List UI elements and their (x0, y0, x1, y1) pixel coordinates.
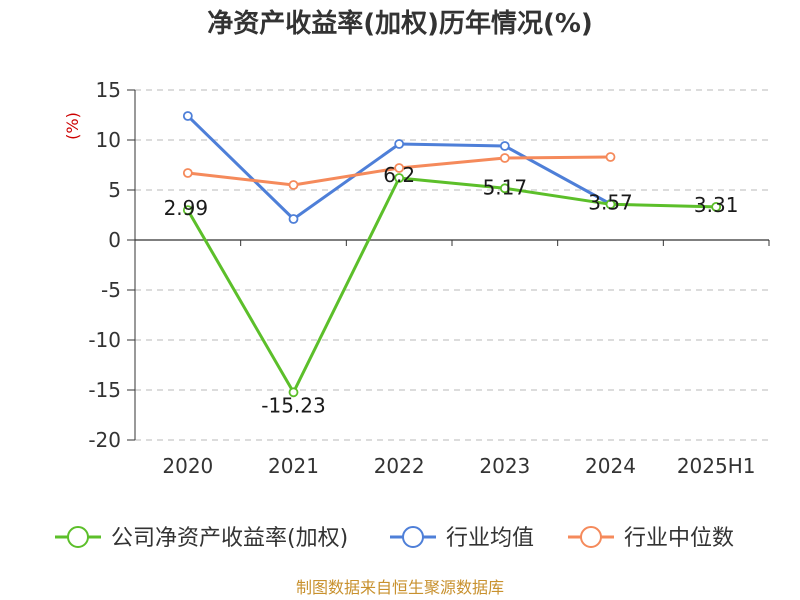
series-layer (182, 111, 722, 398)
legend[interactable]: 公司净资产收益率(加权) 行业均值 行业中位数 (55, 526, 734, 551)
axes (134, 90, 770, 440)
data-label: -15.23 (261, 393, 325, 417)
y-tick-label: -20 (88, 428, 121, 452)
y-tick-label: -10 (88, 328, 121, 352)
y-axis-label: (%) (63, 112, 82, 140)
x-tick-label: 2025H1 (677, 454, 756, 478)
data-point[interactable] (394, 139, 405, 149)
data-point[interactable] (711, 201, 722, 212)
x-tick-label: 2020 (162, 454, 213, 478)
x-tick-label: 2021 (268, 454, 319, 478)
data-point[interactable] (182, 168, 193, 178)
data-point[interactable] (288, 387, 299, 398)
x-tick-label: 2023 (479, 454, 530, 478)
legend-marker (580, 526, 602, 548)
data-point[interactable] (499, 183, 510, 194)
legend-marker (402, 526, 424, 548)
y-tick-label: 0 (108, 228, 121, 252)
x-tick-label: 2024 (585, 454, 636, 478)
data-label: 3.31 (694, 193, 739, 217)
legend-item[interactable]: 行业中位数 (568, 526, 734, 551)
legend-label: 行业中位数 (624, 526, 734, 551)
data-point[interactable] (288, 180, 299, 190)
data-point[interactable] (605, 152, 616, 162)
legend-item[interactable]: 行业均值 (390, 526, 534, 551)
data-point[interactable] (499, 153, 510, 163)
data-point[interactable] (499, 141, 510, 151)
series-line (186, 176, 717, 394)
y-tick-labels: 15 10 5 0 -5 -10 -15 -20 (88, 78, 121, 452)
data-point[interactable] (288, 214, 299, 224)
y-tick-label: -5 (101, 278, 121, 302)
data-point[interactable] (394, 173, 405, 183)
series-0 (182, 173, 722, 398)
x-tick-labels: 2020 2021 2022 2023 2024 2025H1 (162, 454, 755, 478)
data-label: 2.99 (164, 196, 209, 220)
data-point[interactable] (394, 163, 405, 173)
data-label: 5.17 (483, 175, 528, 199)
data-label: 3.57 (588, 190, 633, 214)
y-tick-label: -15 (88, 378, 121, 402)
legend-item[interactable]: 公司净资产收益率(加权) (55, 526, 348, 551)
data-point[interactable] (605, 199, 616, 210)
y-tick-label: 10 (96, 128, 121, 152)
y-tick-label: 5 (108, 178, 121, 202)
chart-title: 净资产收益率(加权)历年情况(%) (207, 8, 593, 39)
y-tick-label: 15 (96, 78, 121, 102)
legend-label: 行业均值 (446, 526, 534, 551)
gridlines (127, 89, 769, 441)
series-2 (182, 152, 616, 190)
series-1 (182, 111, 616, 224)
legend-label: 公司净资产收益率(加权) (111, 526, 348, 551)
data-labels: 2.99 -15.23 6.2 5.17 3.57 3.31 (164, 163, 739, 417)
data-point[interactable] (182, 111, 193, 121)
data-point[interactable] (182, 205, 193, 216)
source-note: 制图数据来自恒生聚源数据库 (296, 578, 504, 597)
legend-marker (67, 526, 89, 548)
x-tick-label: 2022 (374, 454, 425, 478)
data-label: 6.2 (383, 163, 415, 187)
